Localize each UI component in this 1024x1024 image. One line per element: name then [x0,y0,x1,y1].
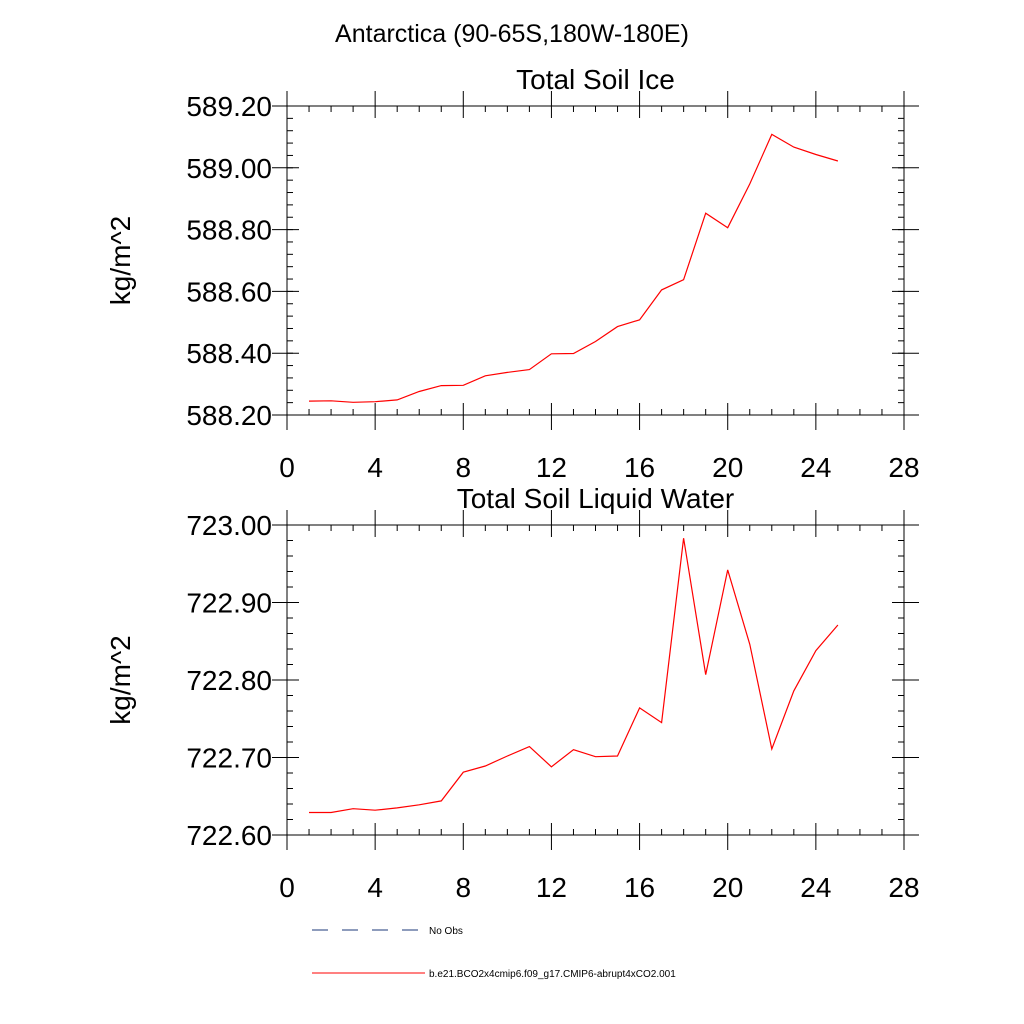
y-tick-label: 723.00 [186,510,272,541]
y-tick-label: 588.60 [186,276,272,307]
legend-label: b.e21.BCO2x4cmip6.f09_g17.CMIP6-abrupt4x… [429,969,676,980]
y-tick-label: 588.40 [186,338,272,369]
y-tick-label: 589.00 [186,153,272,184]
x-tick-label: 16 [624,872,655,903]
plot-frame [286,105,905,416]
y-tick-label: 722.70 [186,743,272,774]
chart-panel-2: 722.60 722.70 722.80 722.90 723.00 0 4 8 12 16 20 2… [105,483,920,903]
x-tick-label: 12 [536,452,567,483]
series-line-1 [309,538,839,814]
x-tick-label: 20 [712,452,743,483]
chart-panels: 588.20 588.40 588.60 588.80 589.00 589.20 0 4 8 1… [105,64,920,903]
x-tick-label: 4 [367,452,383,483]
y-tick-label: 588.80 [186,215,272,246]
legend-item-2: b.e21.BCO2x4cmip6.f09_g17.CMIP6-abrupt4x… [312,969,676,980]
panel-title: Total Soil Ice [516,64,675,95]
y-tick-label: 722.80 [186,665,272,696]
y-tick-label: 722.90 [186,588,272,619]
y-tick-label: 589.20 [186,91,272,122]
region-title: Antarctica (90-65S,180W-180E) [335,20,689,48]
panel-title: Total Soil Liquid Water [457,483,735,514]
x-tick-label: 8 [455,872,471,903]
x-tick-label: 28 [888,872,919,903]
chart-panel-1: 588.20 588.40 588.60 588.80 589.00 589.20 0 4 8 1… [105,64,920,483]
x-tick-label: 12 [536,872,567,903]
x-tick-label: 4 [367,872,383,903]
x-tick-label: 20 [712,872,743,903]
legend: No Obs b.e21.BCO2x4cmip6.f09_g17.CMIP6-ab… [312,926,676,980]
x-tick-label: 8 [455,452,471,483]
y-axis-label: kg/m^2 [105,216,136,305]
y-tick-label: 588.20 [186,400,272,431]
plot-frame [286,524,905,836]
x-tick-label: 0 [279,872,295,903]
series-line-1 [308,133,839,403]
x-tick-label: 16 [624,452,655,483]
x-tick-label: 28 [888,452,919,483]
x-tick-label: 24 [800,452,831,483]
legend-label: No Obs [429,926,463,937]
y-tick-label: 722.60 [186,820,272,851]
x-tick-label: 0 [279,452,295,483]
y-axis-label: kg/m^2 [105,635,136,724]
x-tick-label: 24 [800,872,831,903]
legend-item-1: No Obs [312,926,463,937]
